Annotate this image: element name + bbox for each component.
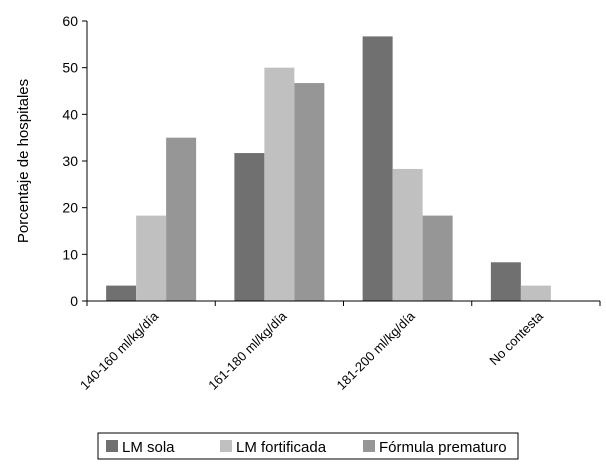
bar-3-1 xyxy=(166,137,197,301)
legend-swatch-1 xyxy=(106,440,118,452)
bar-2-2 xyxy=(264,67,295,302)
bar-1-3 xyxy=(362,36,393,302)
legend-label-2: LM fortificada xyxy=(236,439,327,456)
legend-swatch-2 xyxy=(220,440,232,452)
bar-3-2 xyxy=(294,83,325,301)
bar-3-3 xyxy=(422,215,453,301)
legend-swatch-3 xyxy=(363,440,375,452)
bar-1-2 xyxy=(234,153,265,301)
x-tick-label: 161-180 ml/kg/día xyxy=(205,308,290,393)
axes-layer: 140-160 ml/kg/día 161-180 ml/kg/día 181-20… xyxy=(62,13,601,393)
legend-label-3: Fórmula prematuro xyxy=(379,439,507,456)
y-tick-label: 10 xyxy=(62,246,78,262)
y-tick-label: 60 xyxy=(62,13,78,29)
bar-2-3 xyxy=(392,168,423,301)
y-tick-label: 0 xyxy=(70,293,78,309)
legend-label-1: LM sola xyxy=(122,439,175,456)
legend: LM sola LM fortificada Fórmula prematuro xyxy=(97,432,519,460)
bars-layer xyxy=(106,36,551,302)
x-tick-label: No contesta xyxy=(486,308,546,368)
bar-2-1 xyxy=(136,215,167,301)
bar-2-4 xyxy=(520,285,551,301)
y-tick-label: 40 xyxy=(62,106,78,122)
x-tick-label: 181-200 ml/kg/día xyxy=(334,308,419,393)
x-tick-label: 140-160 ml/kg/día xyxy=(77,308,162,393)
bar-1-1 xyxy=(106,285,137,301)
y-axis-label: Porcentaje de hospitales xyxy=(15,79,32,243)
legend-box xyxy=(97,432,519,460)
y-tick-label: 30 xyxy=(62,153,78,169)
bar-1-4 xyxy=(490,262,521,301)
y-tick-label: 20 xyxy=(62,200,78,216)
y-tick-label: 50 xyxy=(62,60,78,76)
